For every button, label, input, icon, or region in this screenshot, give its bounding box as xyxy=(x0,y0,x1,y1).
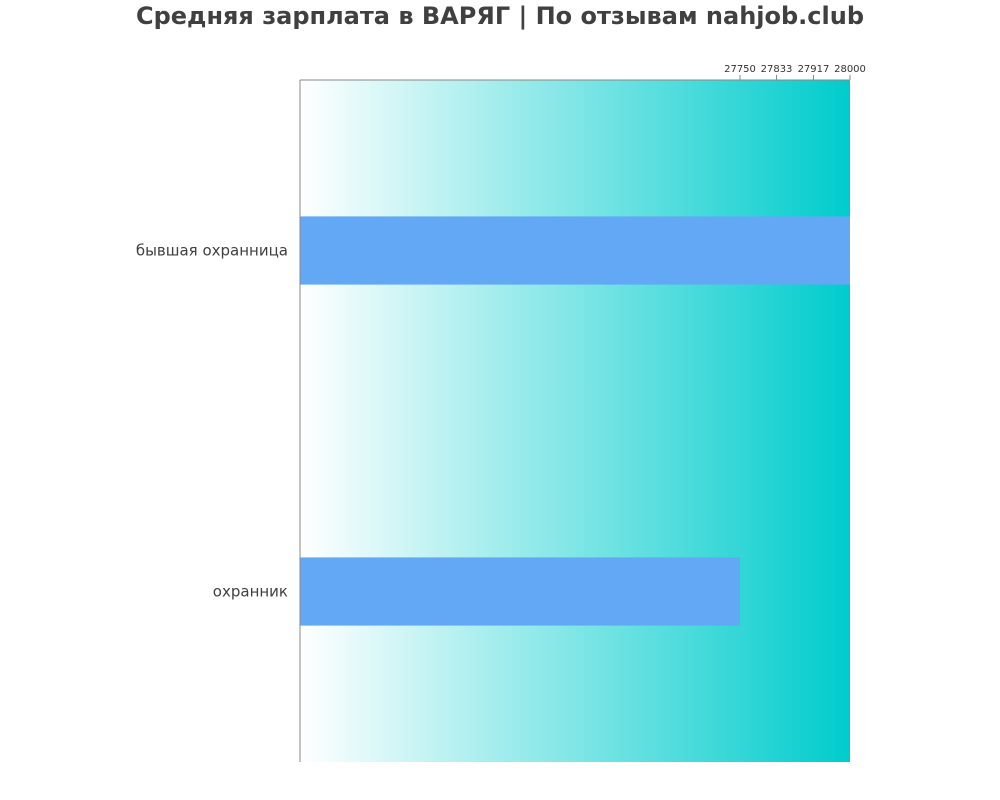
category-label: бывшая охранница xyxy=(136,242,288,260)
plot-background xyxy=(300,80,850,762)
category-label: охранник xyxy=(213,583,288,601)
chart-title: Средняя зарплата в ВАРЯГ | По отзывам na… xyxy=(135,2,865,30)
x-tick-label: 27833 xyxy=(761,64,793,75)
x-tick-label: 28000 xyxy=(834,64,866,75)
x-tick-label: 27917 xyxy=(798,64,830,75)
x-tick-label: 27750 xyxy=(724,64,756,75)
bar xyxy=(300,216,850,285)
bar xyxy=(300,557,740,626)
